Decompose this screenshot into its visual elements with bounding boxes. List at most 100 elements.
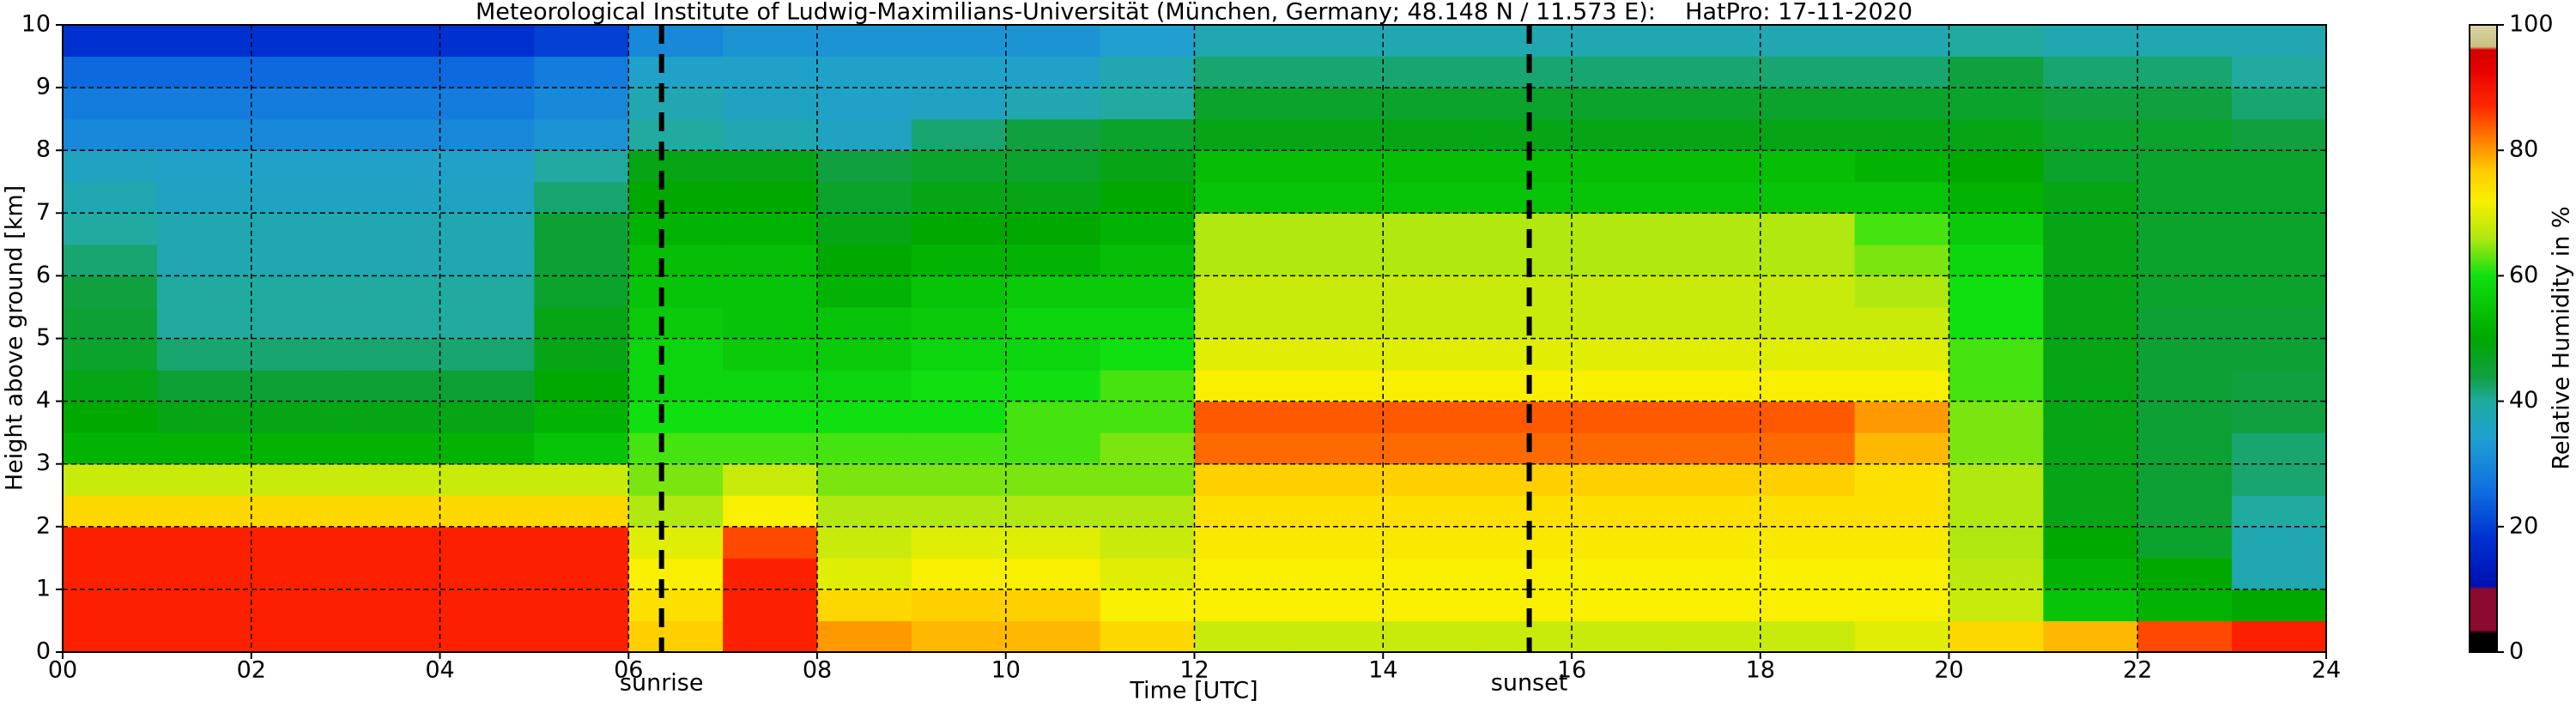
heatmap-cell: [534, 526, 629, 559]
heatmap-cell: [911, 56, 1007, 88]
heatmap-cell: [1760, 401, 1856, 433]
heatmap-cell: [1383, 275, 1478, 308]
heatmap-cell: [63, 56, 158, 88]
heatmap-cell: [1760, 244, 1856, 276]
heatmap-cell: [1665, 181, 1761, 214]
heatmap-cell: [911, 213, 1007, 245]
heatmap-cell: [2232, 401, 2327, 433]
heatmap-cell: [156, 495, 252, 528]
heatmap-cell: [1949, 88, 2044, 120]
heatmap-cell: [1288, 88, 1384, 120]
heatmap-cell: [439, 370, 535, 402]
heatmap-cell: [628, 589, 724, 622]
heatmap-cell: [1949, 620, 2044, 653]
heatmap-cell: [2043, 118, 2138, 151]
heatmap-cell: [1572, 275, 1667, 308]
heatmap-cell: [1854, 306, 1950, 340]
heatmap-cell: [1760, 526, 1856, 559]
heatmap-cell: [345, 558, 441, 590]
heatmap-cell: [63, 432, 158, 465]
heatmap-cell: [1100, 25, 1196, 57]
heatmap-cell: [1383, 25, 1478, 57]
x-tick-label: 24: [2312, 657, 2341, 684]
heatmap-cell: [1760, 558, 1856, 590]
heatmap-cell: [2137, 620, 2233, 653]
heatmap-cell: [63, 306, 158, 340]
heatmap-cell: [2232, 526, 2327, 559]
heatmap-cell: [251, 495, 347, 528]
heatmap-cell: [1194, 401, 1289, 433]
heatmap-cell: [1005, 244, 1101, 276]
heatmap-cell: [1288, 275, 1384, 308]
heatmap-cell: [345, 526, 441, 559]
heatmap-cell: [345, 338, 441, 371]
heatmap-cell: [1194, 338, 1289, 371]
heatmap-cell: [1854, 463, 1950, 496]
y-tick-label: 8: [36, 136, 51, 163]
heatmap-cell: [534, 244, 629, 276]
heatmap-cell: [1477, 56, 1573, 88]
heatmap-cell: [1194, 213, 1289, 245]
heatmap-cell: [1665, 25, 1761, 57]
heatmap-cell: [1477, 213, 1573, 245]
heatmap-cell: [345, 432, 441, 465]
heatmap-cell: [1194, 558, 1289, 590]
heatmap-cell: [534, 370, 629, 402]
heatmap-cell: [1949, 338, 2044, 371]
heatmap-cell: [817, 620, 912, 653]
heatmap-cell: [911, 495, 1007, 528]
heatmap-cell: [1100, 181, 1196, 214]
heatmap-cell: [2232, 275, 2327, 308]
y-tick-label: 4: [36, 387, 51, 414]
heatmap-cell: [1288, 401, 1384, 433]
heatmap-cell: [63, 401, 158, 433]
heatmap-cell: [2232, 620, 2327, 653]
heatmap-cell: [1005, 589, 1101, 622]
heatmap-cell: [1572, 181, 1667, 214]
heatmap-cell: [63, 463, 158, 496]
heatmap-cell: [2043, 306, 2138, 340]
heatmap-cell: [1383, 432, 1478, 465]
heatmap-cell: [345, 370, 441, 402]
heatmap-cell: [2137, 370, 2233, 402]
heatmap-cell: [534, 150, 629, 183]
heatmap-cell: [63, 526, 158, 559]
heatmap-cell: [1949, 401, 2044, 433]
heatmap-cell: [1854, 56, 1950, 88]
heatmap-cell: [1949, 526, 2044, 559]
heatmap-cell: [63, 213, 158, 245]
heatmap-cell: [1194, 150, 1289, 183]
heatmap-cell: [817, 432, 912, 465]
heatmap-cell: [723, 526, 818, 559]
heatmap-cell: [1477, 338, 1573, 371]
heatmap-cell: [1477, 306, 1573, 340]
heatmap-cell: [345, 463, 441, 496]
heatmap-cell: [2043, 25, 2138, 57]
heatmap-cell: [1288, 150, 1384, 183]
heatmap-cell: [1383, 495, 1478, 528]
heatmap-cell: [1194, 275, 1289, 308]
heatmap-cell: [817, 526, 912, 559]
heatmap-cell: [63, 495, 158, 528]
heatmap-cell: [1572, 558, 1667, 590]
heatmap-cell: [817, 463, 912, 496]
heatmap-cell: [1760, 88, 1856, 120]
heatmap-cell: [2232, 118, 2327, 151]
heatmap-cell: [1477, 463, 1573, 496]
heatmap-cell: [723, 88, 818, 120]
heatmap-cell: [911, 88, 1007, 120]
colorbar-tick-label: 100: [2509, 11, 2554, 38]
heatmap-cell: [1665, 620, 1761, 653]
heatmap-cell: [345, 620, 441, 653]
heatmap-cell: [2137, 526, 2233, 559]
heatmap-cell: [1760, 463, 1856, 496]
heatmap-cell: [628, 150, 724, 183]
heatmap-cell: [628, 432, 724, 465]
heatmap-cell: [2137, 558, 2233, 590]
heatmap-cell: [439, 275, 535, 308]
heatmap-cell: [1572, 25, 1667, 57]
colorbar: [2469, 24, 2498, 653]
heatmap-cell: [1288, 589, 1384, 622]
heatmap-cell: [251, 620, 347, 653]
heatmap-cell: [1949, 432, 2044, 465]
